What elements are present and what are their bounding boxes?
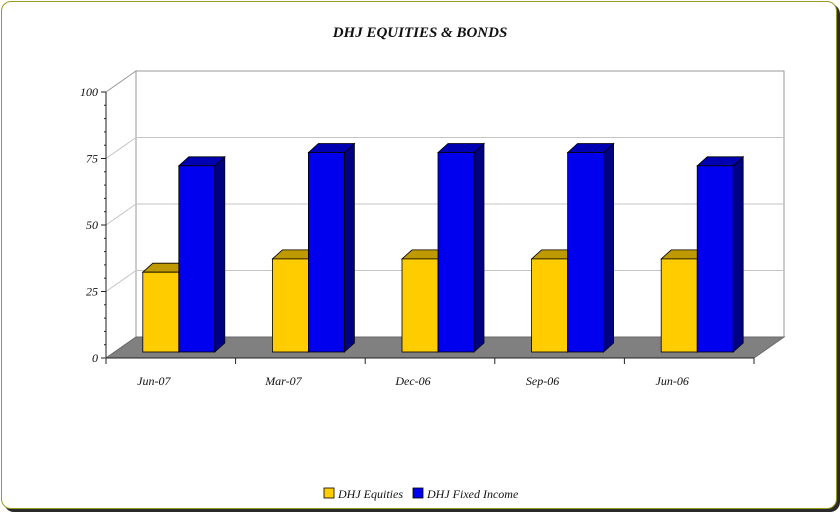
bar-front [401, 258, 439, 353]
y-tick-label: 0 [92, 351, 98, 365]
legend: DHJ Equities DHJ Fixed Income [323, 487, 519, 501]
y-tick-label: 50 [86, 218, 98, 232]
y-axis: 0 25 50 75 100 [80, 85, 107, 365]
bar-front [567, 152, 604, 353]
chart-title: DHJ EQUITIES & BONDS [332, 25, 508, 41]
legend-swatch [412, 487, 424, 499]
x-tick-label: Mar-07 [264, 374, 302, 388]
bar-front [660, 258, 698, 353]
bar [177, 155, 226, 353]
bar-front [437, 152, 475, 353]
bar-side [473, 142, 485, 353]
bars [141, 142, 745, 353]
legend-label: DHJ Fixed Income [426, 487, 519, 501]
y-tick-label: 100 [80, 85, 98, 99]
x-tick-label: Sep-06 [526, 374, 559, 388]
gridline [105, 203, 137, 226]
bar-side [343, 142, 355, 353]
x-tick-label: Jun-06 [656, 374, 689, 388]
legend-swatch [323, 487, 335, 499]
bar [566, 142, 615, 353]
x-tick-label: Dec-06 [394, 374, 430, 388]
bar-side [603, 142, 614, 353]
gridline [105, 137, 137, 159]
x-tick-label: Jun-07 [137, 374, 171, 388]
bar-front [696, 165, 734, 353]
bar-front [178, 165, 216, 353]
bar-front [142, 271, 180, 353]
bar-front [307, 152, 345, 353]
bar [307, 142, 356, 353]
bar-front [531, 258, 568, 353]
gridline [105, 270, 137, 292]
bar-side [732, 155, 744, 353]
bar-front [271, 258, 309, 353]
bar-side [214, 155, 226, 353]
y-tick-label: 75 [86, 152, 98, 166]
x-axis: Jun-07 Mar-07 Dec-06 Sep-06 Jun-06 [105, 357, 755, 388]
legend-label: DHJ Equities [337, 487, 403, 501]
bar [436, 142, 486, 353]
y-tick-label: 25 [86, 285, 98, 299]
bar [696, 155, 745, 353]
